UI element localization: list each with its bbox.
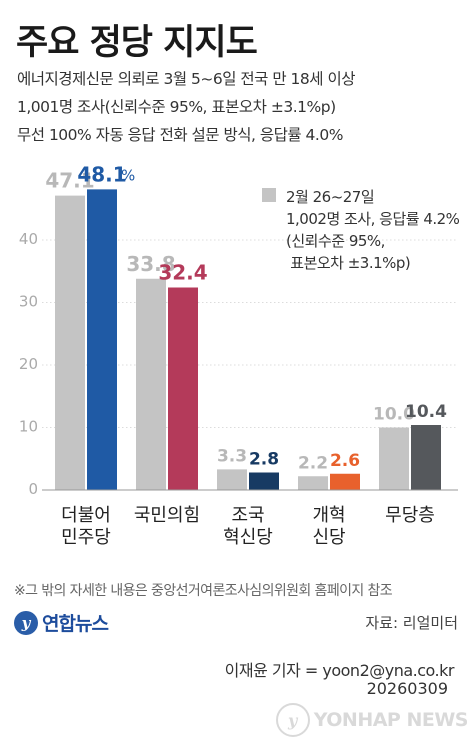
category-label: 신당 [312,527,345,548]
data-label-current: 48.1 [77,162,126,186]
legend-line-4: 표본오차 ±3.1%p) [286,254,411,272]
y-tick-label: 40 [19,230,38,248]
survey-info-line-1: 에너지경제신문 의뢰로 3월 5~6일 전국 만 18세 이상 [17,70,355,88]
legend-line-3: (신뢰수준 95%, [286,232,385,250]
category-label: 개혁 [312,505,345,526]
yonhap-watermark: y YONHAP NEWS [275,703,469,737]
legend-line-2: 1,002명 조사, 응답률 4.2% [286,210,460,228]
bar-previous [136,278,166,490]
watermark-icon: y [275,703,310,737]
data-label-current: 2.6 [330,451,360,471]
publish-date: 20260309 [366,679,448,698]
category-label: 혁신당 [223,527,273,548]
data-label-current: 2.8 [249,450,279,470]
category-label: 조국 [231,505,264,526]
yonhap-logo-icon: y [14,610,38,635]
bar-current [411,425,441,490]
data-label-current: 10.4 [405,402,447,422]
bar-current [249,472,279,490]
data-label-current: 32.4 [158,261,207,285]
category-label: 국민의힘 [134,505,200,526]
survey-info-line-2: 1,001명 조사(신뢰수준 95%, 표본오차 ±3.1%p) [17,98,336,116]
y-tick-label: 20 [19,355,38,373]
reporter-credit: 이재윤 기자 = yoon2@yna.co.kr [224,661,455,680]
bar-previous [55,195,85,490]
category-label: 더불어 [61,505,111,526]
y-tick-label: 0 [28,480,38,498]
percent-unit: % [121,166,135,184]
y-tick-label: 30 [19,293,38,311]
category-label: 민주당 [61,527,111,548]
legend-line-1: 2월 26~27일 [286,188,375,206]
legend-swatch-previous [262,188,276,202]
yonhap-logo-text: 연합뉴스 [42,613,109,635]
footnote: ※그 밖의 자세한 내용은 중앙선거여론조사심의위원회 홈페이지 참조 [14,583,393,599]
bar-previous [379,427,409,490]
source-label: 자료: 리얼미터 [365,614,458,632]
data-label-previous: 33.8 [126,252,175,276]
bar-previous [217,469,247,490]
bar-current [330,473,360,490]
survey-info-line-3: 무선 100% 자동 응답 전화 설문 방식, 응답률 4.0% [17,126,343,144]
data-label-previous: 10.0 [373,405,415,425]
chart-title: 주요 정당 지지도 [16,23,258,63]
bar-previous [298,476,328,490]
yonhap-logo: y 연합뉴스 [14,609,109,636]
watermark-text: YONHAP NEWS [313,709,469,731]
data-label-previous: 47.1 [45,169,94,193]
bar-current [168,287,198,490]
data-label-previous: 3.3 [217,446,247,466]
y-tick-label: 10 [19,418,38,436]
category-label: 무당층 [385,505,435,526]
bar-current [87,189,117,490]
data-label-previous: 2.2 [298,453,328,473]
